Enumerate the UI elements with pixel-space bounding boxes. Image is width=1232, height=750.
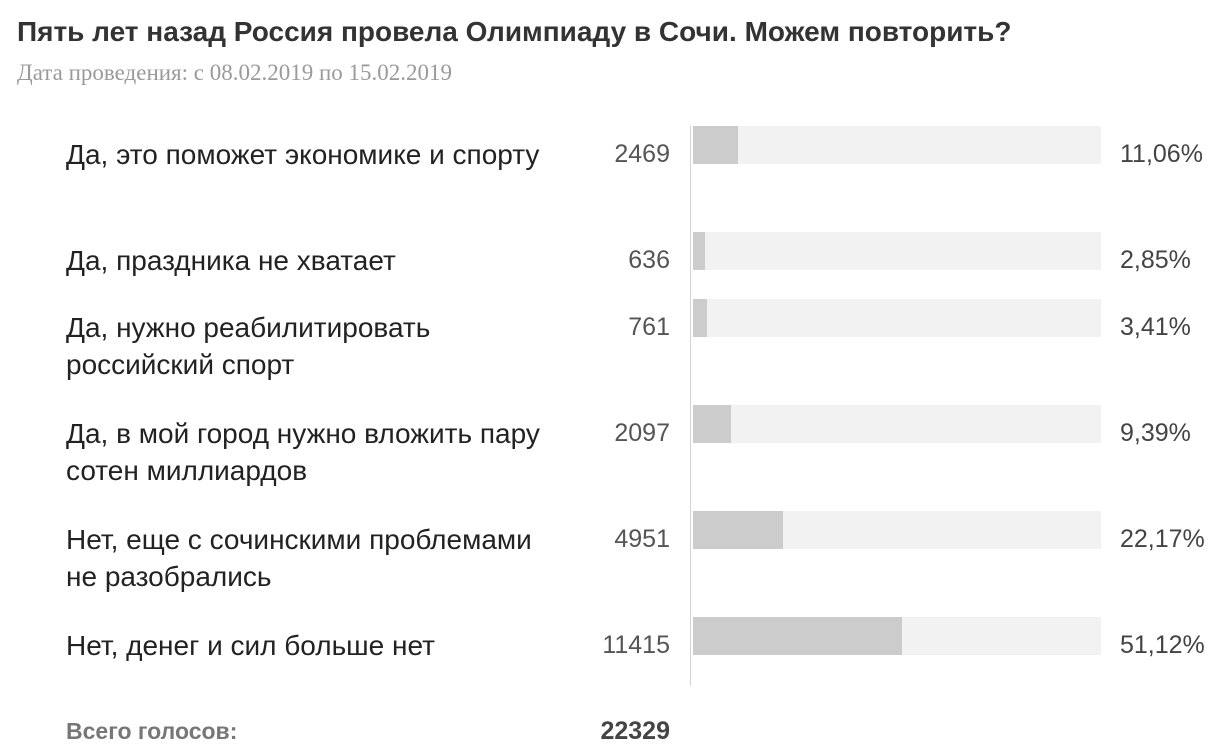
bar-track	[693, 232, 1101, 270]
vote-count: 11415	[602, 631, 670, 659]
total-votes-value: 22329	[600, 717, 670, 745]
bar-fill	[693, 126, 738, 164]
poll-dates: Дата проведения: с 08.02.2019 по 15.02.2…	[17, 60, 453, 85]
answer-label: Да, в мой город нужно вложить пару сотен…	[66, 418, 540, 486]
poll-title: Пять лет назад Россия провела Олимпиаду …	[17, 16, 1012, 47]
bar-track	[693, 299, 1101, 337]
vote-count: 761	[628, 313, 670, 341]
vote-percent: 22,17%	[1120, 525, 1205, 553]
vote-count: 2469	[614, 140, 670, 168]
answer-label: Нет, еще с сочинскими проблемами не разо…	[66, 524, 532, 592]
bar-track	[693, 126, 1101, 164]
vote-percent: 3,41%	[1120, 313, 1191, 341]
vote-count: 4951	[614, 525, 670, 553]
vote-percent: 2,85%	[1120, 246, 1191, 274]
bar-track	[693, 511, 1101, 549]
answer-label: Да, праздника не хватает	[66, 245, 396, 276]
answer-label: Нет, денег и сил больше нет	[66, 630, 435, 661]
bar-fill	[693, 299, 707, 337]
vote-percent: 11,06%	[1120, 140, 1203, 168]
vote-count: 636	[628, 246, 670, 274]
bar-fill	[693, 232, 705, 270]
vote-count: 2097	[614, 419, 670, 447]
bar-track	[693, 617, 1101, 655]
vote-percent: 51,12%	[1120, 631, 1205, 659]
bar-axis-line	[690, 126, 691, 686]
answer-label: Да, это поможет экономике и спорту	[66, 139, 540, 170]
bar-fill	[693, 405, 731, 443]
total-votes-label: Всего голосов:	[66, 718, 238, 744]
bar-track	[693, 405, 1101, 443]
answer-label: Да, нужно реабилитировать российский спо…	[66, 312, 431, 380]
bar-fill	[693, 617, 902, 655]
bar-fill	[693, 511, 783, 549]
vote-percent: 9,39%	[1120, 419, 1191, 447]
